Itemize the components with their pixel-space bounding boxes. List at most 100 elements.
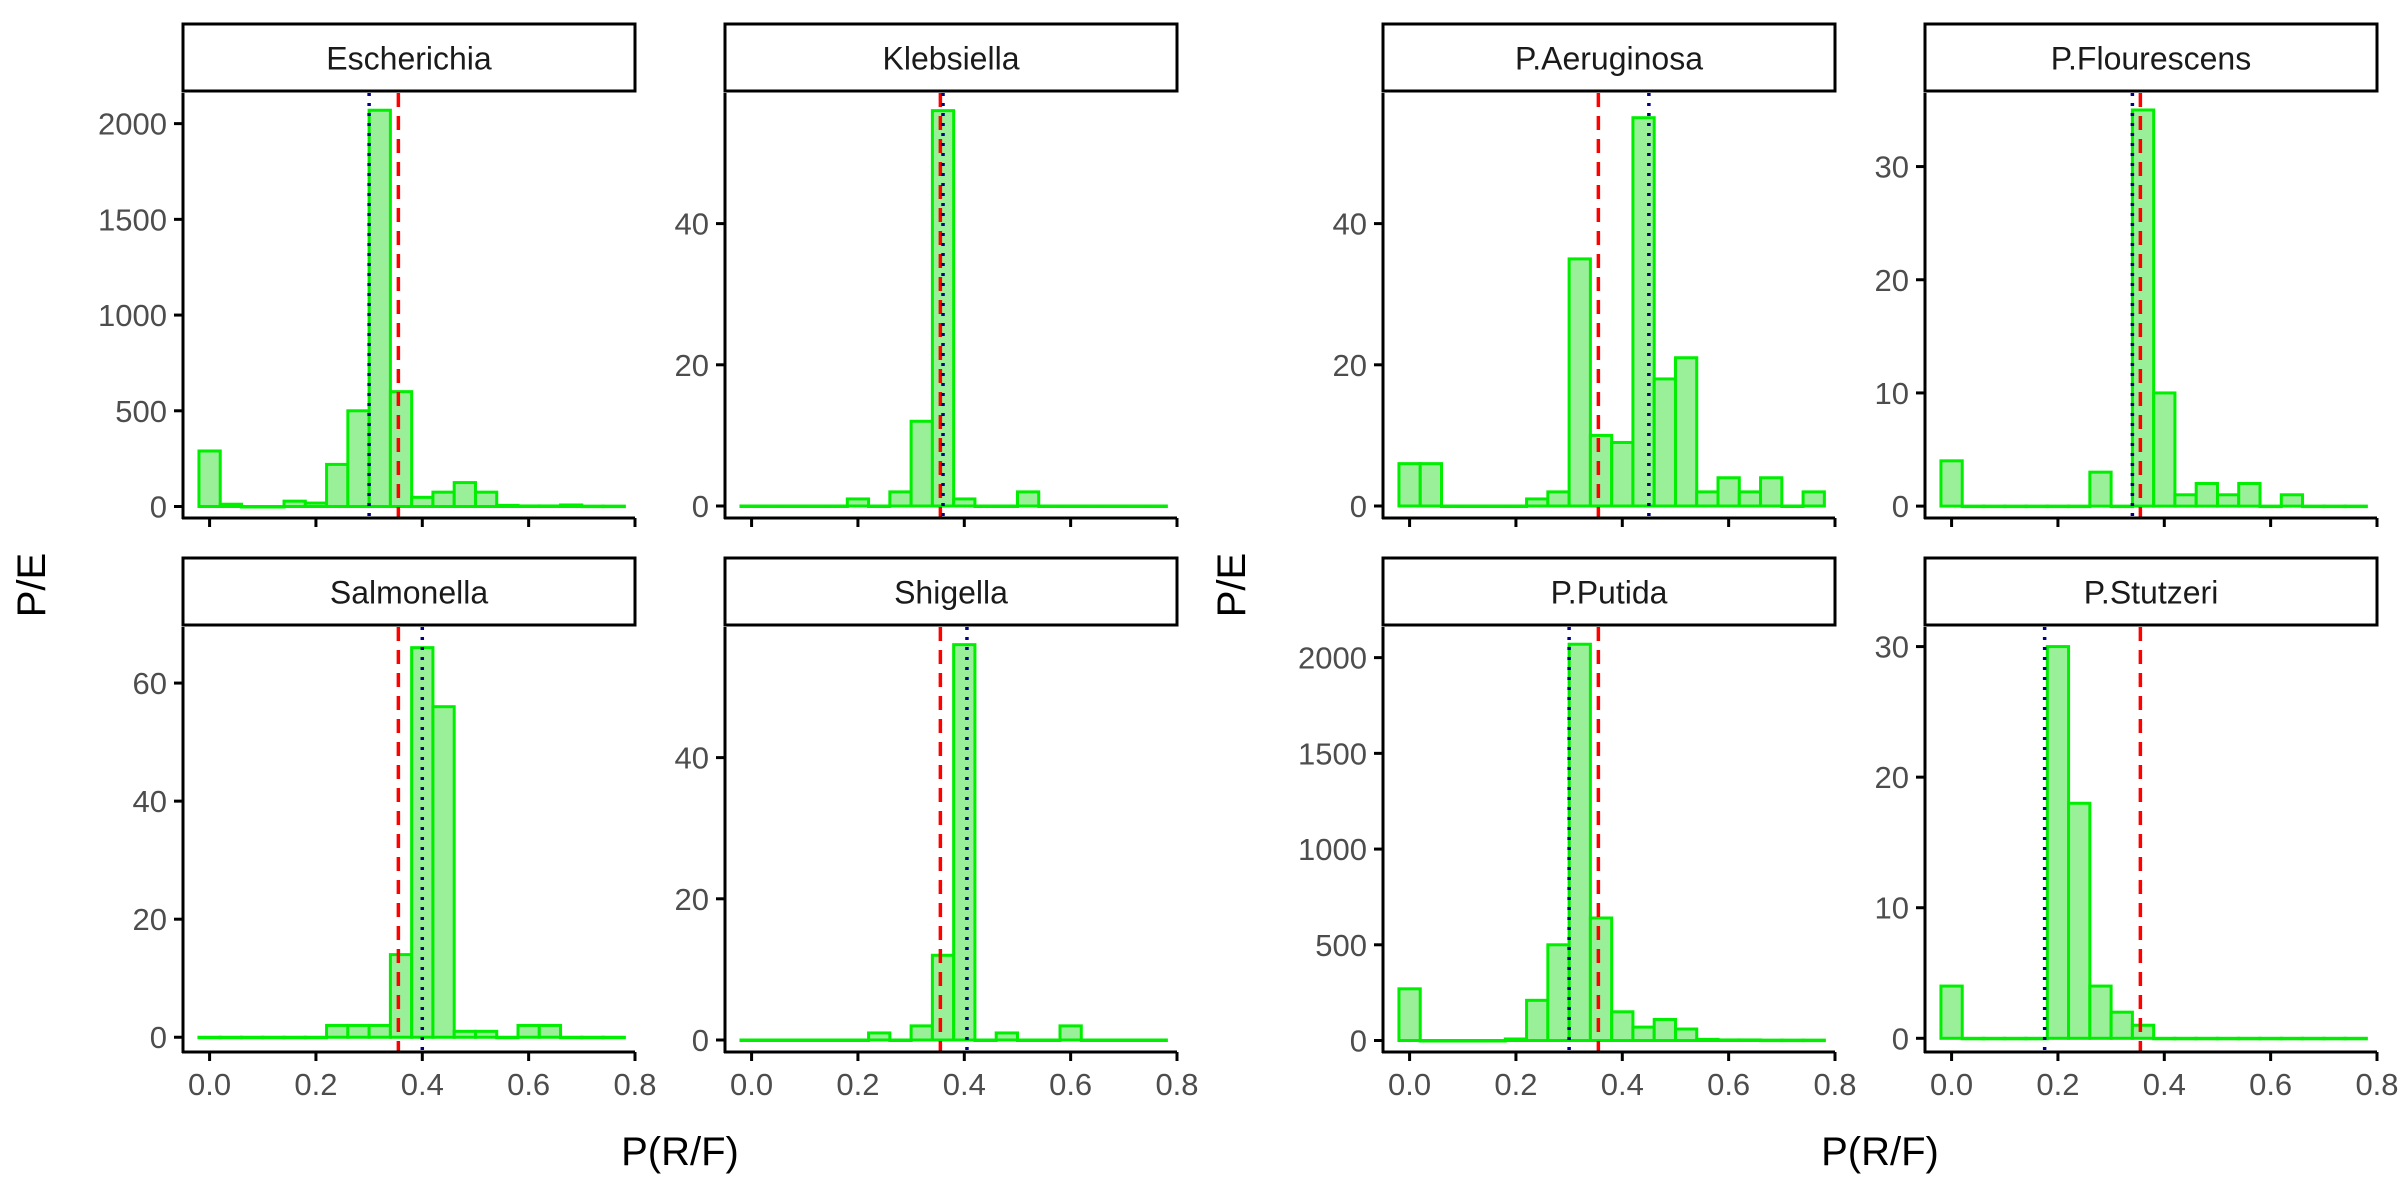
histogram-bar xyxy=(845,497,871,508)
y-tick-label: 500 xyxy=(1315,928,1367,963)
histogram-bar xyxy=(1588,916,1614,1043)
facet-panel: P.Stutzeri 0 10 20 30 0.0 0.2 0.4 0.6 0.8 xyxy=(1875,556,2399,1102)
histogram-bar xyxy=(1588,433,1614,508)
x-tick-label: 0.4 xyxy=(943,1067,986,1102)
histogram-bar xyxy=(1960,504,1985,509)
histogram-bar xyxy=(930,953,956,1042)
histogram-bar xyxy=(2173,1036,2198,1041)
histogram-bar xyxy=(282,499,307,509)
histogram-bar xyxy=(1101,1038,1126,1042)
histogram-bar xyxy=(760,504,785,508)
histogram-bar xyxy=(367,108,392,509)
histogram-bar xyxy=(1652,377,1677,508)
histogram-bar xyxy=(2279,1036,2305,1041)
histogram-bar xyxy=(2067,801,2092,1040)
histogram-bar xyxy=(2024,504,2049,509)
histogram-bar xyxy=(218,502,243,509)
histogram-bar xyxy=(1461,504,1486,508)
x-tick-label: 0.0 xyxy=(188,1067,231,1102)
histogram-bar xyxy=(2279,493,2305,508)
x-tick-label: 0.6 xyxy=(2249,1067,2292,1102)
histogram-bar xyxy=(559,503,584,509)
histogram-bar xyxy=(1546,943,1571,1043)
histogram-bar xyxy=(1567,642,1592,1043)
facet-strip xyxy=(181,22,637,93)
y-tick-label: 1500 xyxy=(98,202,167,237)
y-tick-label: 0 xyxy=(692,1023,709,1058)
histogram-bar xyxy=(282,1035,307,1040)
histogram-bar xyxy=(867,1031,892,1042)
histogram-bar xyxy=(197,1035,222,1040)
histogram-bar xyxy=(1737,1038,1763,1043)
histogram-bar xyxy=(580,1035,605,1040)
panels-group: Escherichia0500100015002000Klebsiella020… xyxy=(98,22,2399,1102)
histogram-bar xyxy=(1716,476,1741,508)
y-tick-label: 20 xyxy=(1875,760,1909,795)
y-tick-label: 30 xyxy=(1875,630,1909,665)
histogram-bar xyxy=(2045,504,2071,509)
histogram-bar xyxy=(1015,1038,1041,1042)
histogram-bar xyxy=(2258,504,2283,509)
histogram-bar xyxy=(760,1038,785,1042)
histogram-bar xyxy=(1780,504,1805,508)
histogram-bar xyxy=(1631,116,1656,508)
y-tick-label: 0 xyxy=(1350,1024,1367,1059)
histogram-bar xyxy=(1461,1039,1486,1043)
histogram-bar xyxy=(559,1035,584,1040)
histogram-bar xyxy=(1101,504,1126,508)
histogram-bar xyxy=(994,504,1019,508)
histogram-bar xyxy=(1737,490,1763,508)
histogram-bar xyxy=(1780,1038,1805,1043)
facet-strip xyxy=(1381,556,1837,627)
histogram-bar xyxy=(1631,1025,1656,1043)
facet-title: P.Aeruginosa xyxy=(1515,41,1703,77)
y-tick-label: 40 xyxy=(1333,207,1367,242)
histogram-bar xyxy=(2343,1036,2368,1041)
facet-title: Salmonella xyxy=(330,575,489,611)
histogram-bar xyxy=(1058,504,1083,508)
y-tick-label: 0 xyxy=(150,1020,167,1055)
histogram-bar xyxy=(2067,504,2092,509)
histogram-bar xyxy=(803,504,828,508)
facet-title: Shigella xyxy=(894,575,1008,611)
histogram-bar xyxy=(1058,1024,1083,1042)
histogram-bar xyxy=(867,504,892,508)
histogram-bar xyxy=(1418,1039,1443,1043)
histogram-bar xyxy=(2237,481,2262,508)
histogram-bar xyxy=(1716,1038,1741,1043)
histogram-bar xyxy=(495,1035,520,1040)
histogram-bar xyxy=(431,705,456,1039)
y-tick-label: 10 xyxy=(1875,891,1909,926)
histogram-bar xyxy=(303,501,329,509)
y-tick-label: 20 xyxy=(133,902,167,937)
histogram-bar xyxy=(2215,1036,2241,1041)
histogram-bar xyxy=(1939,459,1964,508)
histogram-bar xyxy=(1397,462,1422,508)
histogram-bar xyxy=(1482,1039,1507,1043)
y-tick-label: 30 xyxy=(1875,150,1909,185)
histogram-bar xyxy=(325,1023,350,1039)
histogram-bar xyxy=(2322,1036,2347,1041)
histogram-bar xyxy=(1759,1038,1784,1043)
histogram-bar xyxy=(197,449,222,509)
facet-strip xyxy=(723,556,1179,627)
x-tick-label: 0.6 xyxy=(1049,1067,1092,1102)
x-axis-label-left: P(R/F) xyxy=(621,1130,739,1174)
histogram-bar xyxy=(1122,504,1147,508)
histogram-bar xyxy=(516,1023,541,1039)
histogram-bar xyxy=(261,505,286,509)
histogram-bar xyxy=(1610,440,1635,508)
x-tick-label: 0.8 xyxy=(1155,1067,1198,1102)
histogram-bar xyxy=(2215,493,2241,508)
x-tick-label: 0.2 xyxy=(294,1067,337,1102)
histogram-bar xyxy=(2045,645,2071,1040)
histogram-bar xyxy=(1037,1038,1062,1042)
histogram-bar xyxy=(781,1038,807,1042)
histogram-bar xyxy=(218,1035,243,1040)
histogram-bar xyxy=(410,495,435,509)
histogram-bar xyxy=(2088,470,2113,508)
histogram-bar xyxy=(1652,1017,1677,1043)
histogram-bar xyxy=(1673,356,1699,508)
histogram-bar xyxy=(537,1023,563,1039)
